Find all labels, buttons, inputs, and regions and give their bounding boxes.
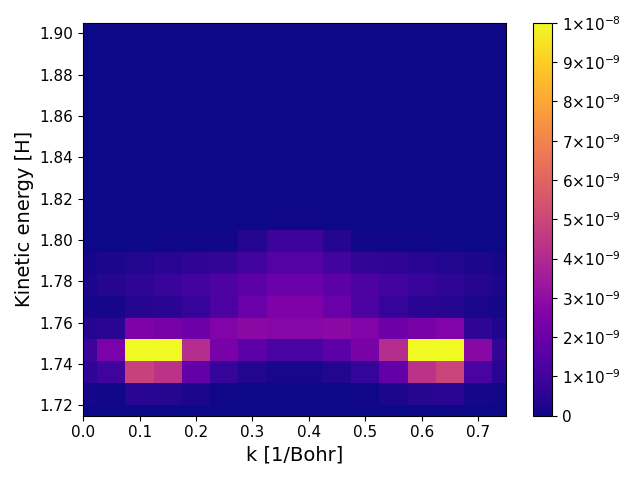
X-axis label: k [1/Bohr]: k [1/Bohr] [246,446,344,465]
Y-axis label: Kinetic energy [H]: Kinetic energy [H] [15,131,34,307]
